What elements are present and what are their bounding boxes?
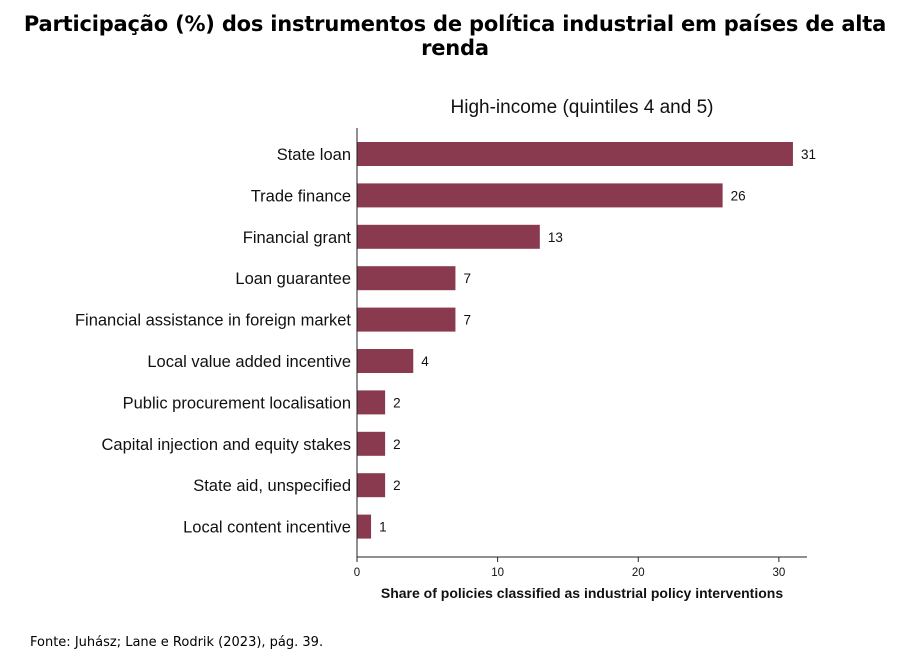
category-label-5: Local value added incentive bbox=[147, 353, 351, 371]
bar-6 bbox=[357, 390, 386, 415]
bars-layer: State loan 31 Trade finance 26 Financial gra… bbox=[75, 142, 816, 539]
x-axis-title: Share of policies classified as industri… bbox=[381, 585, 783, 601]
bar-1 bbox=[357, 183, 723, 208]
category-label-2: Financial grant bbox=[243, 229, 352, 247]
value-label-1: 26 bbox=[731, 188, 746, 203]
value-label-7: 2 bbox=[393, 437, 401, 452]
category-label-0: State loan bbox=[277, 146, 351, 164]
value-label-4: 7 bbox=[463, 313, 471, 328]
x-tick-label-1: 10 bbox=[491, 567, 504, 579]
x-axis: 0 10 20 30 bbox=[354, 128, 807, 579]
value-label-6: 2 bbox=[393, 395, 401, 410]
category-label-4: Financial assistance in foreign market bbox=[75, 312, 351, 330]
category-label-1: Trade finance bbox=[251, 187, 351, 205]
source-note: Fonte: Juhász; Lane e Rodrik (2023), pág… bbox=[30, 635, 324, 650]
value-label-2: 13 bbox=[548, 230, 563, 245]
category-label-7: Capital injection and equity stakes bbox=[102, 436, 351, 454]
bar-2 bbox=[357, 224, 540, 249]
x-tick-label-2: 20 bbox=[632, 567, 645, 579]
page-title: Participação (%) dos instrumentos de pol… bbox=[23, 12, 887, 60]
value-label-3: 7 bbox=[463, 271, 471, 286]
bar-7 bbox=[357, 431, 386, 456]
category-label-3: Loan guarantee bbox=[235, 270, 351, 288]
value-label-9: 1 bbox=[379, 520, 387, 535]
value-label-0: 31 bbox=[801, 147, 816, 162]
bar-3 bbox=[357, 266, 456, 291]
category-label-9: Local content incentive bbox=[183, 519, 351, 537]
bar-4 bbox=[357, 307, 456, 332]
chart-subtitle: High-income (quintiles 4 and 5) bbox=[451, 97, 714, 118]
category-label-6: Public procurement localisation bbox=[123, 394, 351, 412]
x-tick-label-3: 30 bbox=[772, 567, 785, 579]
value-label-8: 2 bbox=[393, 478, 401, 493]
category-label-8: State aid, unspecified bbox=[193, 477, 351, 495]
bar-5 bbox=[357, 349, 414, 373]
bar-9 bbox=[357, 514, 372, 539]
value-label-5: 4 bbox=[421, 354, 429, 369]
bar-8 bbox=[357, 473, 386, 498]
bar-0 bbox=[357, 142, 793, 166]
x-tick-label-0: 0 bbox=[354, 567, 360, 579]
